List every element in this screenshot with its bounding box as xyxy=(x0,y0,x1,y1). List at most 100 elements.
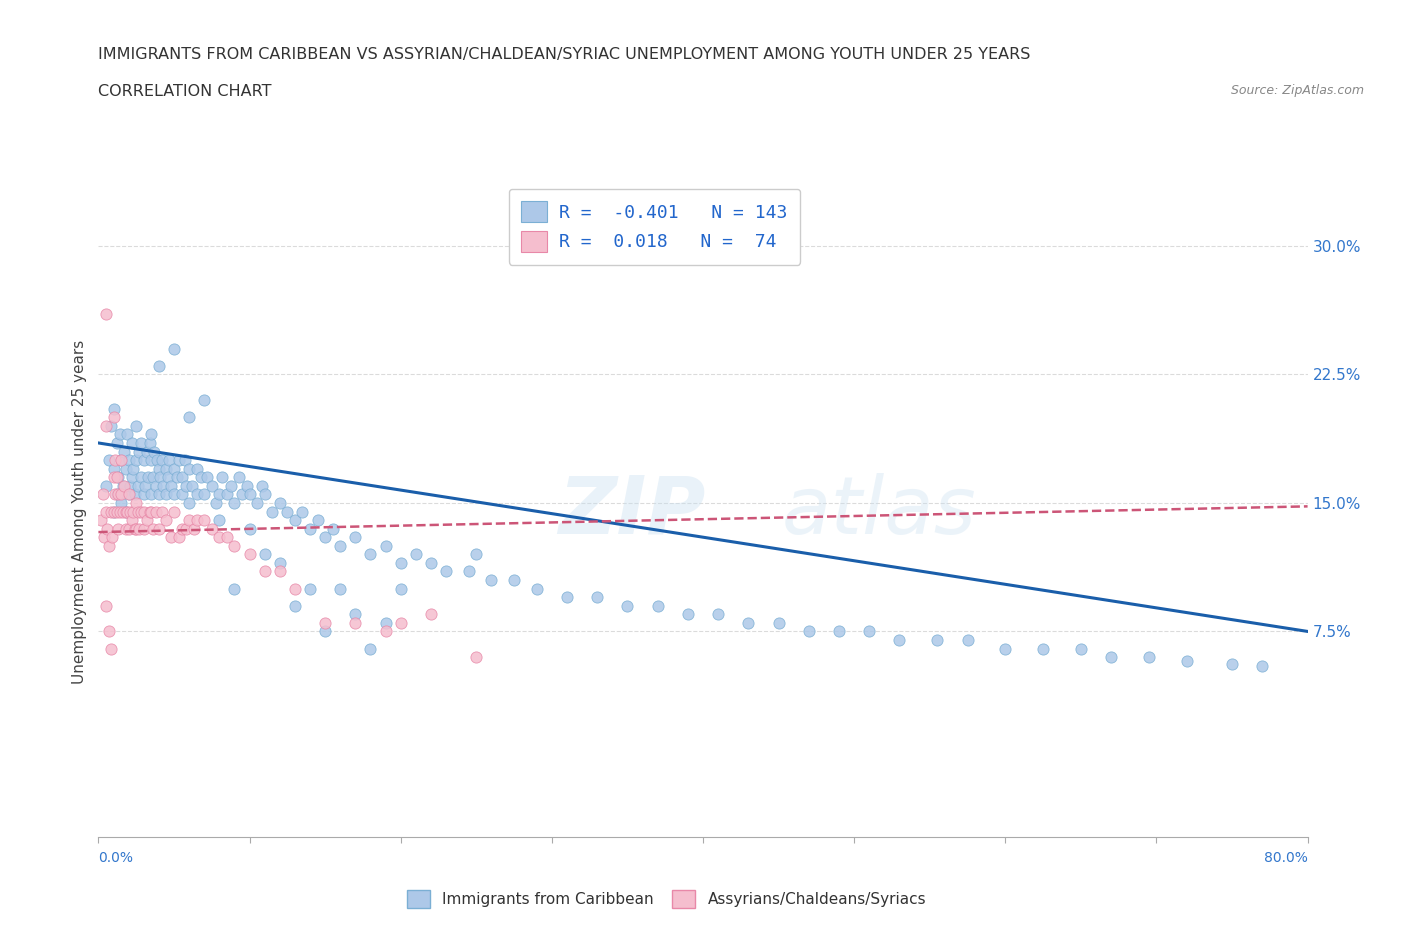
Point xyxy=(128,445,150,459)
Point xyxy=(114,504,136,519)
Point xyxy=(132,453,155,468)
Point xyxy=(132,487,155,502)
Point xyxy=(208,530,231,545)
Point xyxy=(163,504,186,519)
Point xyxy=(1070,641,1092,656)
Point xyxy=(125,418,148,433)
Point xyxy=(108,504,131,519)
Point xyxy=(344,607,367,622)
Point xyxy=(121,470,143,485)
Point xyxy=(239,487,262,502)
Point xyxy=(105,504,128,519)
Point xyxy=(146,453,169,468)
Point xyxy=(96,521,118,536)
Point xyxy=(314,624,336,639)
Point xyxy=(107,521,129,536)
Point xyxy=(246,496,269,511)
Point xyxy=(110,453,132,468)
Point xyxy=(160,530,183,545)
Point xyxy=(105,435,128,450)
Point xyxy=(104,487,127,502)
Point xyxy=(211,470,233,485)
Point xyxy=(374,624,396,639)
Point xyxy=(586,590,609,604)
Point xyxy=(124,487,146,502)
Point xyxy=(1175,653,1198,668)
Point xyxy=(707,607,730,622)
Point xyxy=(103,504,125,519)
Point xyxy=(927,632,949,647)
Point xyxy=(193,487,215,502)
Point xyxy=(132,521,155,536)
Point xyxy=(253,547,276,562)
Point xyxy=(205,496,228,511)
Point xyxy=(994,641,1017,656)
Point xyxy=(120,478,142,493)
Point xyxy=(526,581,548,596)
Point xyxy=(103,470,125,485)
Point xyxy=(181,478,204,493)
Point xyxy=(797,624,820,639)
Point xyxy=(114,461,136,476)
Point xyxy=(115,504,138,519)
Point xyxy=(93,530,115,545)
Point xyxy=(360,547,382,562)
Point xyxy=(481,573,503,588)
Point xyxy=(125,496,148,511)
Point xyxy=(148,521,170,536)
Point xyxy=(322,521,344,536)
Point xyxy=(1137,650,1160,665)
Point xyxy=(127,478,149,493)
Point xyxy=(143,445,166,459)
Point xyxy=(141,487,163,502)
Point xyxy=(103,410,125,425)
Point xyxy=(110,496,132,511)
Point xyxy=(262,504,284,519)
Text: atlas: atlas xyxy=(782,472,976,551)
Point xyxy=(121,512,143,527)
Point xyxy=(284,512,307,527)
Point xyxy=(100,504,122,519)
Point xyxy=(360,641,382,656)
Point xyxy=(115,427,138,442)
Point xyxy=(155,461,177,476)
Point xyxy=(98,453,121,468)
Point xyxy=(103,401,125,416)
Point xyxy=(163,487,186,502)
Point xyxy=(253,487,276,502)
Point xyxy=(201,521,224,536)
Point xyxy=(344,530,367,545)
Point xyxy=(127,504,149,519)
Point xyxy=(114,521,136,536)
Point xyxy=(148,487,170,502)
Point xyxy=(374,538,396,553)
Point xyxy=(142,521,165,536)
Point xyxy=(163,341,186,356)
Point xyxy=(139,435,162,450)
Point xyxy=(737,616,759,631)
Point xyxy=(193,392,215,407)
Point xyxy=(208,512,231,527)
Legend: Immigrants from Caribbean, Assyrians/Chaldeans/Syriacs: Immigrants from Caribbean, Assyrians/Cha… xyxy=(401,884,932,914)
Point xyxy=(170,470,193,485)
Point xyxy=(1099,650,1122,665)
Point xyxy=(329,538,352,553)
Y-axis label: Unemployment Among Youth under 25 years: Unemployment Among Youth under 25 years xyxy=(72,339,87,684)
Point xyxy=(111,504,134,519)
Point xyxy=(195,470,218,485)
Point xyxy=(145,478,167,493)
Point xyxy=(291,504,314,519)
Point xyxy=(179,410,201,425)
Point xyxy=(1220,657,1243,671)
Point xyxy=(228,470,250,485)
Point xyxy=(420,607,443,622)
Point xyxy=(170,487,193,502)
Point xyxy=(150,453,173,468)
Point xyxy=(100,641,122,656)
Text: IMMIGRANTS FROM CARIBBEAN VS ASSYRIAN/CHALDEAN/SYRIAC UNEMPLOYMENT AMONG YOUTH U: IMMIGRANTS FROM CARIBBEAN VS ASSYRIAN/CH… xyxy=(98,46,1031,61)
Point xyxy=(235,478,257,493)
Point xyxy=(105,487,128,502)
Point xyxy=(141,427,163,442)
Point xyxy=(155,512,177,527)
Point xyxy=(107,487,129,502)
